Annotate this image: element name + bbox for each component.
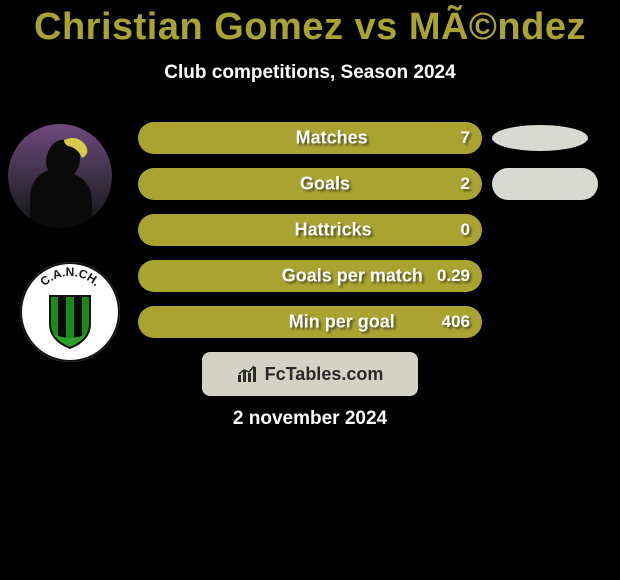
stat-label: Hattricks	[295, 220, 372, 241]
stat-value-left: 2	[461, 174, 470, 194]
stat-label: Matches	[296, 128, 368, 149]
chart-icon	[237, 365, 259, 383]
stat-row: Matches 7	[0, 122, 620, 154]
stat-bar-left: Min per goal 406	[138, 306, 482, 338]
subtitle: Club competitions, Season 2024	[0, 62, 620, 84]
stat-label: Goals per match	[282, 266, 423, 287]
footer-attribution-text: FcTables.com	[265, 364, 384, 385]
stat-bar-left: Goals per match 0.29	[138, 260, 482, 292]
stat-bar-left: Hattricks 0	[138, 214, 482, 246]
stat-label: Min per goal	[289, 312, 395, 333]
stat-value-left: 406	[442, 312, 470, 332]
stat-bar-left: Goals 2	[138, 168, 482, 200]
stat-bar-left: Matches 7	[138, 122, 482, 154]
stat-row: Min per goal 406	[0, 306, 620, 338]
stat-value-left: 0.29	[437, 266, 470, 286]
stat-bar-right	[492, 168, 598, 200]
stat-row: Hattricks 0	[0, 214, 620, 246]
date-line: 2 november 2024	[0, 408, 620, 430]
page-title: Christian Gomez vs MÃ©ndez	[0, 6, 620, 49]
stat-row: Goals 2	[0, 168, 620, 200]
stat-value-left: 7	[461, 128, 470, 148]
footer-attribution: FcTables.com	[202, 352, 418, 396]
stat-ellipse-right	[492, 125, 588, 151]
stat-label: Goals	[300, 174, 350, 195]
stat-row: Goals per match 0.29	[0, 260, 620, 292]
stat-value-left: 0	[461, 220, 470, 240]
